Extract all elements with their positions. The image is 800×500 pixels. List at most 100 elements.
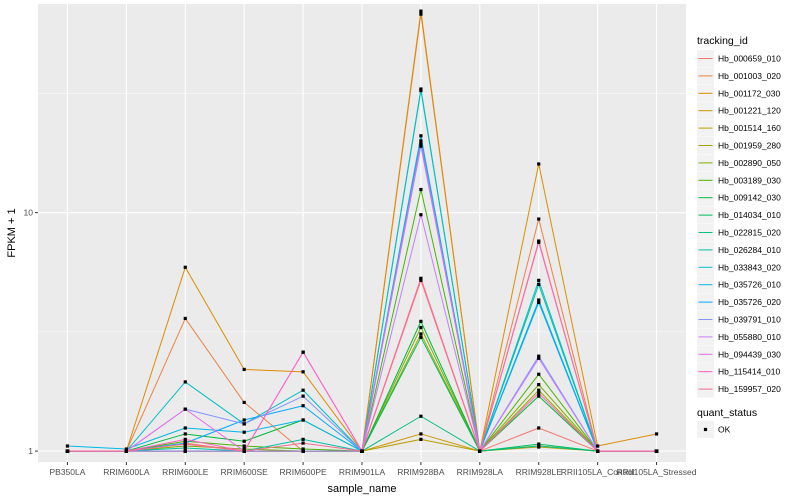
data-point <box>360 449 364 453</box>
x-tick-label: RRIM600LE <box>162 467 209 477</box>
data-point <box>537 282 541 287</box>
y-axis-title: FPKM + 1 <box>6 208 18 257</box>
data-point <box>419 9 423 13</box>
data-point <box>301 350 305 354</box>
data-point <box>537 391 541 395</box>
data-point <box>242 367 246 372</box>
data-point <box>183 432 187 436</box>
data-point <box>654 432 659 436</box>
data-point <box>419 134 423 138</box>
data-point <box>537 162 541 166</box>
data-point <box>537 278 541 282</box>
data-point <box>242 439 246 443</box>
y-tick-label: 10 <box>24 208 34 218</box>
legend-label: Hb_115414_010 <box>718 367 781 377</box>
x-axis: PB350LA RRIM600LA RRIM600LE RRIM600SE RRIM60… <box>49 462 697 477</box>
x-tick-label: RRII105LA_Stressed <box>617 467 697 477</box>
data-point <box>419 12 423 16</box>
data-point <box>242 444 246 448</box>
data-point <box>419 187 423 192</box>
x-tick-label: RRII105LA_Control <box>561 467 635 477</box>
x-tick-label: RRIM600PE <box>279 467 327 477</box>
data-point <box>419 332 423 336</box>
data-point <box>242 449 246 453</box>
x-tick-label: RRIM600SE <box>221 467 269 477</box>
data-point <box>537 442 541 446</box>
y-tick-label: 1 <box>28 446 33 456</box>
data-point <box>65 444 70 448</box>
data-point <box>478 449 482 453</box>
legend-label: Hb_014034_010 <box>718 210 781 220</box>
legend-label: Hb_055880_010 <box>718 332 781 342</box>
data-point <box>537 426 541 430</box>
data-point <box>419 141 423 146</box>
legend-label: Hb_002890_050 <box>718 158 781 168</box>
x-tick-label: RRIM928LE <box>516 467 563 477</box>
data-point <box>183 265 187 269</box>
legend-label: Hb_000659_010 <box>718 54 781 64</box>
data-point <box>301 449 305 453</box>
legend-label: Hb_009142_030 <box>718 193 781 203</box>
data-point <box>183 442 187 446</box>
x-tick-label: RRIM901LA <box>339 467 386 477</box>
shape-legend-label: OK <box>718 425 731 435</box>
legend-label: Hb_003189_030 <box>718 175 781 185</box>
legend-label: Hb_035726_010 <box>718 280 781 290</box>
data-point <box>301 394 305 398</box>
data-point <box>183 444 187 448</box>
x-tick-label: RRIM600LA <box>103 467 150 477</box>
data-point <box>301 404 305 408</box>
legend-label: Hb_022815_020 <box>718 228 781 238</box>
data-point <box>183 437 187 441</box>
data-point <box>124 447 128 451</box>
x-tick-label: PB350LA <box>49 467 85 477</box>
data-point <box>301 441 305 445</box>
data-point <box>242 430 246 434</box>
data-point <box>242 422 246 426</box>
data-point <box>65 449 70 453</box>
data-point <box>301 388 305 392</box>
y-axis: 1 10 <box>24 208 38 456</box>
series-points <box>65 9 659 453</box>
shape-legend-marker <box>703 427 708 432</box>
data-point <box>537 388 541 392</box>
data-point <box>537 372 541 376</box>
data-point <box>654 449 659 453</box>
color-legend-title: tracking_id <box>697 35 748 47</box>
legend-label: Hb_033843_020 <box>718 262 781 272</box>
data-point <box>596 449 600 453</box>
data-point <box>242 418 246 422</box>
data-point <box>537 444 541 448</box>
data-point <box>183 316 187 321</box>
data-point <box>124 449 128 453</box>
legend-label: Hb_026284_010 <box>718 245 781 255</box>
data-point <box>301 370 305 374</box>
data-point <box>419 139 423 143</box>
color-legend-items: Hb_000659_010 Hb_001003_020 Hb_001172_030 H… <box>697 50 781 398</box>
data-point <box>183 426 187 430</box>
data-point <box>537 394 541 398</box>
data-point <box>301 418 305 422</box>
data-point <box>537 217 541 221</box>
data-point <box>242 400 246 405</box>
legend-label: Hb_159957_020 <box>718 384 781 394</box>
data-point <box>596 444 600 448</box>
data-point <box>419 88 423 93</box>
data-point <box>419 319 423 323</box>
x-axis-title: sample_name <box>327 483 396 495</box>
data-point <box>419 335 423 339</box>
data-point <box>183 439 187 443</box>
data-point <box>419 276 423 280</box>
data-point <box>242 447 246 451</box>
data-point <box>183 380 187 384</box>
data-point <box>419 278 423 282</box>
data-point <box>537 239 541 243</box>
data-point <box>537 298 541 302</box>
data-point <box>301 447 305 451</box>
legend-label: Hb_001959_280 <box>718 141 781 151</box>
data-point <box>537 383 541 387</box>
data-point <box>183 446 187 450</box>
x-tick-label: RRIM928BA <box>397 467 445 477</box>
data-point <box>419 213 423 217</box>
data-point <box>537 354 541 358</box>
